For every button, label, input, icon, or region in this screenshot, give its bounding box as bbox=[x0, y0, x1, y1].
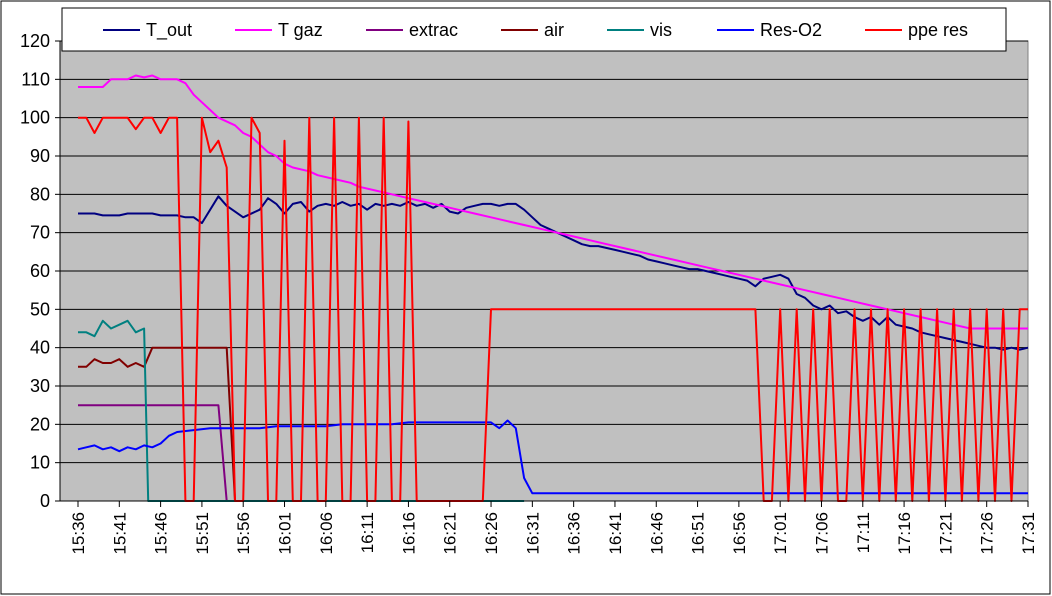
x-tick-label: 15:46 bbox=[152, 512, 171, 555]
y-tick-label: 80 bbox=[30, 184, 50, 204]
x-tick-label: 17:21 bbox=[936, 512, 955, 555]
legend-entry: vis bbox=[607, 20, 672, 40]
legend-entry: ppe res bbox=[865, 20, 968, 40]
y-tick-label: 110 bbox=[21, 69, 50, 89]
legend-entry: extrac bbox=[366, 20, 458, 40]
x-tick-label: 17:06 bbox=[812, 512, 831, 555]
y-tick-label: 30 bbox=[30, 376, 50, 396]
legend-label: vis bbox=[650, 20, 672, 40]
y-tick-label: 100 bbox=[20, 108, 50, 128]
legend-label: extrac bbox=[409, 20, 458, 40]
x-tick-label: 16:56 bbox=[730, 512, 749, 555]
x-tick-label: 15:36 bbox=[69, 512, 88, 555]
x-tick-label: 17:01 bbox=[771, 512, 790, 555]
x-tick-label: 15:56 bbox=[234, 512, 253, 555]
y-tick-label: 70 bbox=[30, 223, 50, 243]
x-tick-label: 16:26 bbox=[482, 512, 501, 555]
x-tick-label: 17:26 bbox=[978, 512, 997, 555]
x-tick-label: 17:11 bbox=[854, 512, 873, 553]
series-line-res-o2 bbox=[77, 419, 1028, 495]
y-tick-label: 120 bbox=[20, 31, 50, 51]
y-tick-label: 0 bbox=[40, 491, 50, 511]
legend-entry: T gaz bbox=[235, 20, 323, 40]
x-tick-label: 16:21 bbox=[441, 512, 460, 555]
x-tick-label: 17:31 bbox=[1019, 512, 1038, 555]
legend-label: Res-O2 bbox=[760, 20, 822, 40]
legend: T_out T gaz extrac air vis Res-O2 ppe res bbox=[61, 7, 1007, 52]
x-tick-label: 16:31 bbox=[523, 512, 542, 555]
legend-label: ppe res bbox=[908, 20, 968, 40]
x-tick-label: 16:01 bbox=[276, 512, 295, 555]
y-tick-label: 10 bbox=[30, 453, 50, 473]
x-tick-label: 16:06 bbox=[317, 512, 336, 555]
legend-label: air bbox=[544, 20, 564, 40]
series-line-t-gaz bbox=[78, 74, 1028, 330]
x-tick-label: 16:41 bbox=[606, 512, 625, 555]
series-line-extrac bbox=[78, 404, 244, 502]
legend-entry: Res-O2 bbox=[717, 20, 822, 40]
series-line-t-out bbox=[78, 195, 1029, 351]
y-tick-label: 60 bbox=[30, 261, 50, 281]
x-tick-label: 16:51 bbox=[689, 512, 708, 555]
y-tick-label: 90 bbox=[30, 146, 50, 166]
legend-label: T_out bbox=[146, 20, 192, 41]
legend-label: T gaz bbox=[278, 20, 323, 40]
x-tick-label: 16:46 bbox=[647, 512, 666, 555]
y-tick-label: 40 bbox=[30, 338, 50, 358]
legend-entry: air bbox=[501, 20, 564, 40]
x-tick-label: 15:51 bbox=[193, 512, 212, 555]
x-tick-label: 16:11 bbox=[358, 512, 377, 553]
axes: 0 10 20 30 40 50 60 70 80 90 100 110 120 15:36 15:41 15… bbox=[20, 31, 1038, 555]
y-tick-label: 50 bbox=[30, 299, 50, 319]
x-tick-label: 16:36 bbox=[565, 512, 584, 555]
x-tick-label: 17:16 bbox=[895, 512, 914, 555]
y-tick-label: 20 bbox=[30, 414, 50, 434]
legend-entry: T_out bbox=[103, 20, 192, 41]
x-tick-label: 15:41 bbox=[110, 512, 129, 555]
x-tick-label: 16:16 bbox=[399, 512, 418, 555]
